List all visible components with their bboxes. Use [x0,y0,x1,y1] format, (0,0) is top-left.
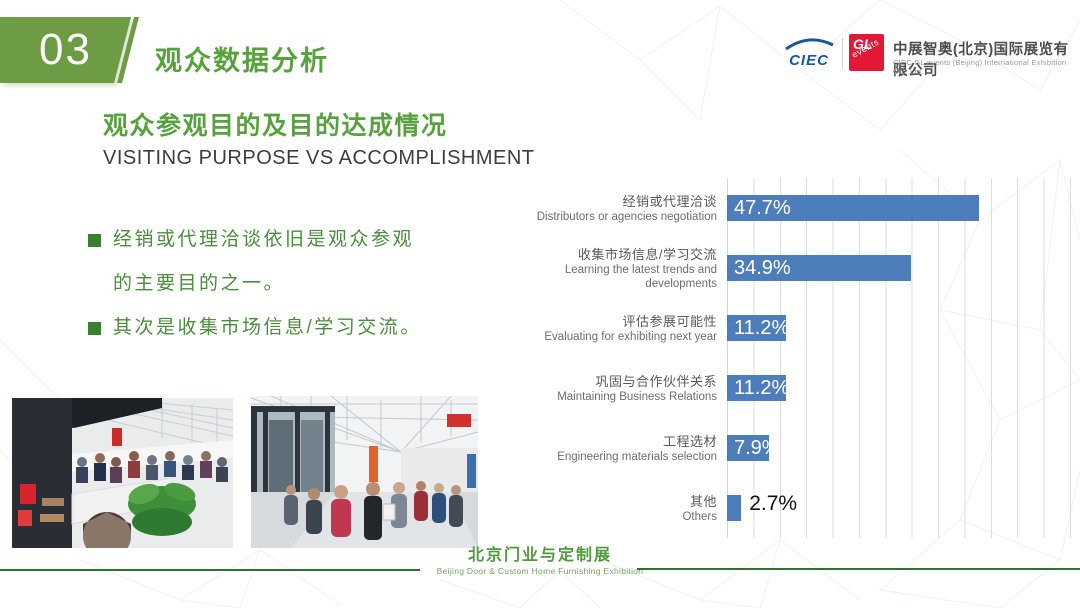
chart-row: 收集市场信息/学习交流 Learning the latest trends an… [495,238,1070,298]
bar-value-label: 11.2% [734,316,790,339]
category-label-en: Maintaining Business Relations [557,390,717,403]
page-title-cn: 观众参观目的及目的达成情况 [103,112,448,140]
gl-events-logo: GL events [849,34,884,71]
company-name-cn: 中展智奥(北京)国际展览有限公司 [893,42,1069,79]
category-label: 评估参展可能性 Evaluating for exhibiting next ye… [495,313,727,344]
bar-cell: 7.9% [727,418,1070,478]
page-title-en: VISITING PURPOSE VS ACCOMPLISHMENT [103,147,535,169]
bar-cell: 11.2% [727,298,1070,358]
bullet-text: 经销或代理洽谈依旧是观众参观的主要目的之一。 [113,229,415,294]
exhibition-photo-2 [251,396,478,548]
category-label: 经销或代理洽谈 Distributors or agencies negotiat… [495,193,727,224]
bar: 47.7% [727,195,979,221]
category-label-en: Others [682,510,717,523]
bar: 34.9% [727,255,912,281]
bar-value-label: 11.2% [734,376,790,399]
ciec-logo: CIEC [781,36,837,77]
bar: 11.2% [727,375,790,401]
section-number-badge: 03 [0,17,131,83]
section-number: 03 [39,25,92,74]
chart-row: 工程选材 Engineering materials selection 7.9% [495,418,1070,478]
chart-rows: 经销或代理洽谈 Distributors or agencies negotiat… [495,178,1070,538]
bar-cell: 47.7% [727,178,1070,238]
category-label: 工程选材 Engineering materials selection [495,433,727,464]
chart-gridlines [727,178,1071,538]
section-number-badge-shape: 03 [0,17,131,83]
category-label: 收集市场信息/学习交流 Learning the latest trends an… [495,246,727,291]
footer-line-left [0,569,420,571]
chart-row: 巩固与合作伙伴关系 Maintaining Business Relations 1… [495,358,1070,418]
section-title: 观众数据分析 [155,46,329,76]
footer-title-cn: 北京门业与定制展 [467,547,612,564]
category-label-en: Evaluating for exhibiting next year [544,330,717,343]
bullet-list: 经销或代理洽谈依旧是观众参观的主要目的之一。其次是收集市场信息/学习交流。 [88,218,448,350]
chart-row: 评估参展可能性 Evaluating for exhibiting next ye… [495,298,1070,358]
category-label-en: Distributors or agencies negotiation [536,210,717,223]
bar-cell: 11.2% [727,358,1070,418]
bullet-item-1: 经销或代理洽谈依旧是观众参观的主要目的之一。 [88,218,448,306]
exhibition-photo-1 [12,398,233,548]
category-label-en: Engineering materials selection [557,450,717,463]
bar-value-label: 34.9% [734,256,791,279]
bar-value-label: 2.7% [749,492,798,515]
footer-title-en: Beijing Door & Custom Home Furnishing Ex… [436,566,644,576]
bar-chart: 经销或代理洽谈 Distributors or agencies negotiat… [495,178,1071,538]
ciec-logo-text: CIEC [789,52,829,69]
category-label-en: Learning the latest trends and developme… [564,263,717,290]
company-name-en: CIEC GL events (Beijing) International E… [893,58,1067,76]
bar-cell: 34.9% [727,238,1070,298]
bar-cell: 2.7% [727,478,1070,538]
logo-divider [842,38,843,69]
bullet-square-icon [88,322,101,335]
category-label: 其他 Others [495,493,727,524]
chart-row: 经销或代理洽谈 Distributors or agencies negotiat… [495,178,1070,238]
category-label-cn: 其他 [689,493,717,509]
bullet-square-icon [88,234,101,247]
bar: 11.2% [727,315,790,341]
category-label-cn: 工程选材 [662,433,717,449]
category-label-cn: 经销或代理洽谈 [622,193,717,209]
gl-logo-text: GL [853,36,873,52]
category-label: 巩固与合作伙伴关系 Maintaining Business Relations [495,373,727,404]
bar-value-label: 47.7% [734,196,791,219]
bar-value-label: 7.9% [734,436,780,459]
bullet-item-2: 其次是收集市场信息/学习交流。 [88,306,448,350]
category-label-cn: 巩固与合作伙伴关系 [595,373,717,389]
chart-row: 其他 Others 2.7% [495,478,1070,538]
category-label-cn: 评估参展可能性 [622,313,717,329]
category-label-cn: 收集市场信息/学习交流 [577,246,717,262]
bullet-text: 其次是收集市场信息/学习交流。 [113,317,422,338]
bar [727,495,742,521]
footer-title-block: 北京门业与定制展 Beijing Door & Custom Home Furn… [0,546,1080,577]
footer-line-right [637,568,1080,570]
bar: 7.9% [727,435,780,461]
